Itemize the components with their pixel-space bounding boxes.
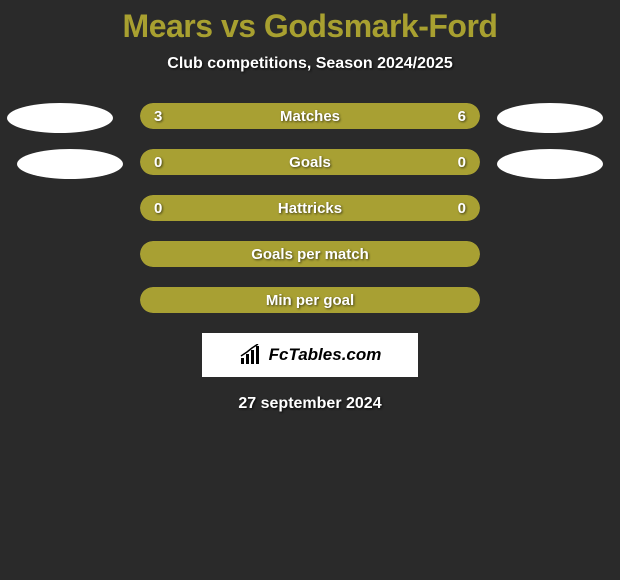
page-title: Mears vs Godsmark-Ford — [0, 8, 620, 45]
stats-area: 3 6 Matches 0 0 Goals 0 0 Hattricks Goals per mat… — [0, 103, 620, 313]
stat-label: Goals — [289, 154, 331, 171]
chart-icon — [239, 344, 265, 366]
stat-row: Goals per match — [140, 241, 480, 267]
player-right-avatar-placeholder-1 — [497, 103, 603, 133]
brand-box: FcTables.com — [202, 333, 418, 377]
stat-label: Goals per match — [251, 246, 369, 263]
stat-value-left: 3 — [154, 108, 162, 125]
subtitle: Club competitions, Season 2024/2025 — [0, 55, 620, 73]
stat-row: 3 6 Matches — [140, 103, 480, 129]
stat-value-right: 0 — [458, 200, 466, 217]
brand-text: FcTables.com — [269, 345, 382, 365]
player-left-avatar-placeholder-2 — [17, 149, 123, 179]
stat-row: Min per goal — [140, 287, 480, 313]
stat-fill-left — [140, 149, 310, 175]
stat-row: 0 0 Hattricks — [140, 195, 480, 221]
stat-label: Min per goal — [266, 292, 354, 309]
player-left-avatar-placeholder-1 — [7, 103, 113, 133]
player-right-avatar-placeholder-2 — [497, 149, 603, 179]
stat-value-left: 0 — [154, 154, 162, 171]
stat-value-right: 0 — [458, 154, 466, 171]
comparison-widget: Mears vs Godsmark-Ford Club competitions… — [0, 0, 620, 413]
stat-fill-right — [310, 149, 480, 175]
stat-bars: 3 6 Matches 0 0 Goals 0 0 Hattricks Goals per mat… — [140, 103, 480, 313]
stat-label: Hattricks — [278, 200, 342, 217]
stat-row: 0 0 Goals — [140, 149, 480, 175]
stat-value-right: 6 — [458, 108, 466, 125]
stat-value-left: 0 — [154, 200, 162, 217]
date-text: 27 september 2024 — [0, 395, 620, 413]
stat-label: Matches — [280, 108, 340, 125]
